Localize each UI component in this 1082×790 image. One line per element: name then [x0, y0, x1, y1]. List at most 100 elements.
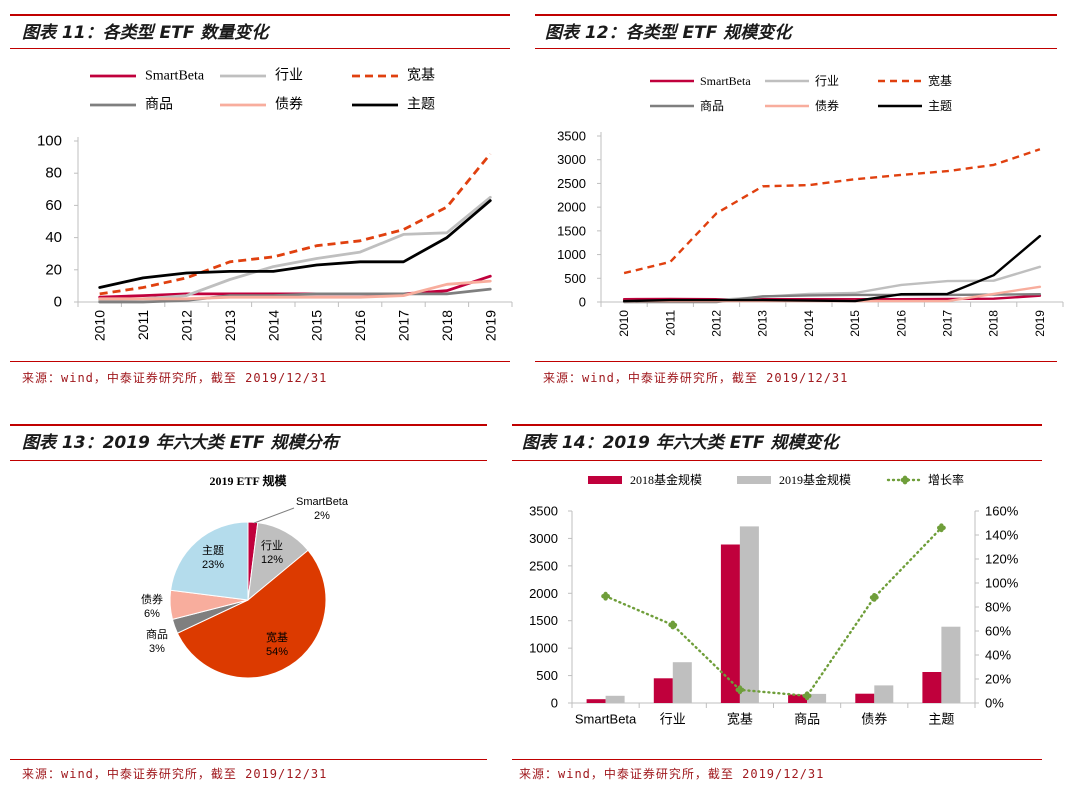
y2-tick-label: 80% — [985, 600, 1011, 615]
y2-tick-label: 140% — [985, 528, 1019, 543]
x-tick-label: 2019 — [1033, 310, 1047, 337]
legend-swatch-fund-size-2018 — [588, 476, 622, 484]
chart-14: 0 500 1000 1500 2000 2500 3000 3500 0% 20% 40% 60% 8… — [529, 472, 1019, 727]
marker-leaf — [939, 527, 944, 533]
series-line-broad-base — [99, 153, 492, 296]
y-tick-label: 0 — [579, 295, 586, 310]
x-tick-label: 2018 — [987, 310, 1001, 337]
figure-14-source-rule — [512, 759, 1042, 760]
bar-fund-size-2018-theme — [922, 672, 942, 703]
y-tick-label: 80 — [45, 165, 62, 182]
y-tick-label: 20 — [45, 261, 62, 278]
series-line-theme — [622, 234, 1042, 303]
growth-rate-point-commodity — [802, 691, 812, 701]
figure-11-source: 来源：wind，中泰证券研究所，截至 2019/12/31 — [22, 371, 328, 385]
pie-percent-broad-base: 54% — [266, 646, 288, 658]
figure-13-source-rule — [10, 759, 487, 760]
marker-leaf — [872, 593, 877, 598]
figure-12-source: 来源：wind，中泰证券研究所，截至 2019/12/31 — [543, 371, 849, 385]
x-tick-label: 2014 — [265, 310, 281, 341]
chart-11: 0 20 40 60 80 100 2010 2011 2012 2013 2014 2015 2016… — [37, 67, 513, 341]
legend-marker-growth-rate — [900, 475, 910, 485]
legend-swatch-fund-size-2019 — [737, 476, 771, 484]
bar-fund-size-2019-commodity — [807, 693, 827, 703]
y-tick-label: 3000 — [529, 531, 558, 546]
category-label-smartbeta: SmartBeta — [575, 712, 637, 727]
legend-label-fund-size-2018: 2018基金规模 — [630, 472, 702, 487]
figure-13-caption-rule — [10, 460, 487, 461]
y-tick-label: 1500 — [557, 223, 586, 238]
marker-leaf — [804, 695, 810, 701]
figure-14-caption-rule — [512, 460, 1042, 461]
pie-label-industry: 行业 — [261, 539, 283, 552]
figure-11-caption-rule — [10, 48, 510, 49]
marker-leaf — [737, 689, 743, 695]
pie-title: 2019 ETF 规模 — [210, 473, 288, 488]
bar-fund-size-2018-commodity — [788, 694, 808, 703]
pie-percent-industry: 12% — [261, 554, 283, 566]
legend-label-industry: 行业 — [815, 74, 839, 88]
y2-tick-label: 40% — [985, 648, 1011, 663]
series-line-industry — [98, 195, 492, 302]
figure-13-top-rule — [10, 424, 487, 426]
x-tick-label: 2013 — [756, 310, 770, 337]
category-label-theme: 主题 — [928, 712, 954, 727]
pie-label-smartbeta: SmartBeta — [296, 496, 349, 508]
legend-label-commodity: 商品 — [145, 97, 173, 113]
x-tick-label: 2017 — [396, 310, 412, 341]
x-tick-label: 2011 — [663, 310, 677, 336]
series-line-bond — [98, 279, 492, 301]
y-tick-label: 3000 — [557, 152, 586, 167]
x-tick-label: 2019 — [482, 310, 498, 341]
x-tick-label: 2016 — [894, 310, 908, 337]
category-label-bond: 债券 — [861, 712, 887, 727]
pie-label-bond: 债券 — [141, 592, 163, 606]
category-label-industry: 行业 — [660, 712, 686, 727]
figure-11-source-rule — [10, 361, 510, 362]
legend-label-growth-rate: 增长率 — [928, 472, 964, 487]
bar-fund-size-2019-broad-base — [739, 526, 759, 703]
y2-tick-label: 0% — [985, 696, 1004, 711]
marker-leaf — [670, 620, 675, 625]
series-line-growth-rate — [604, 526, 943, 698]
marker-leaf — [737, 685, 743, 690]
figure-11-caption: 图表 11：各类型 ETF 数量变化 — [22, 23, 269, 43]
figure-12-source-rule — [535, 361, 1057, 362]
marker-leaf — [902, 475, 908, 480]
category-label-broad-base: 宽基 — [727, 712, 753, 727]
x-tick-label: 2016 — [352, 310, 368, 341]
marker-leaf — [804, 691, 810, 696]
figure-11-top-rule — [10, 14, 510, 16]
y-tick-label: 1500 — [529, 613, 558, 628]
category-label-commodity: 商品 — [794, 712, 820, 727]
y2-tick-label: 20% — [985, 672, 1011, 687]
bar-fund-size-2018-smartbeta — [586, 699, 606, 703]
marker-leaf — [939, 523, 944, 528]
bar-fund-size-2018-bond — [855, 693, 875, 703]
legend-label-broad-base: 宽基 — [928, 73, 952, 88]
figure-14-top-rule — [512, 424, 1042, 426]
legend-label-bond: 债券 — [275, 97, 303, 113]
figure-12-caption-rule — [535, 48, 1057, 49]
growth-rate-point-broad-base — [735, 685, 745, 695]
x-tick-label: 2010 — [617, 310, 631, 337]
x-tick-label: 2013 — [222, 310, 238, 341]
x-tick-label: 2015 — [309, 310, 325, 341]
figure-12-caption: 图表 12：各类型 ETF 规模变化 — [545, 23, 792, 43]
pie-label-theme: 主题 — [202, 544, 224, 557]
figure-14-caption: 图表 14：2019 年六大类 ETF 规模变化 — [522, 433, 839, 453]
pie-label-commodity: 商品 — [146, 627, 168, 641]
y-tick-label: 3500 — [557, 129, 586, 144]
x-tick-label: 2011 — [135, 310, 151, 340]
pie-percent-theme: 23% — [202, 559, 224, 571]
marker-leaf — [603, 596, 608, 601]
marker-leaf — [670, 625, 675, 630]
y2-tick-label: 60% — [985, 624, 1011, 639]
y-tick-label: 1000 — [557, 247, 586, 262]
legend-label-smartbeta: SmartBeta — [700, 74, 751, 88]
y2-tick-label: 100% — [985, 576, 1019, 591]
marker-leaf — [902, 480, 908, 485]
y-tick-label: 1000 — [529, 641, 558, 656]
legend-label-fund-size-2019: 2019基金规模 — [779, 472, 851, 487]
